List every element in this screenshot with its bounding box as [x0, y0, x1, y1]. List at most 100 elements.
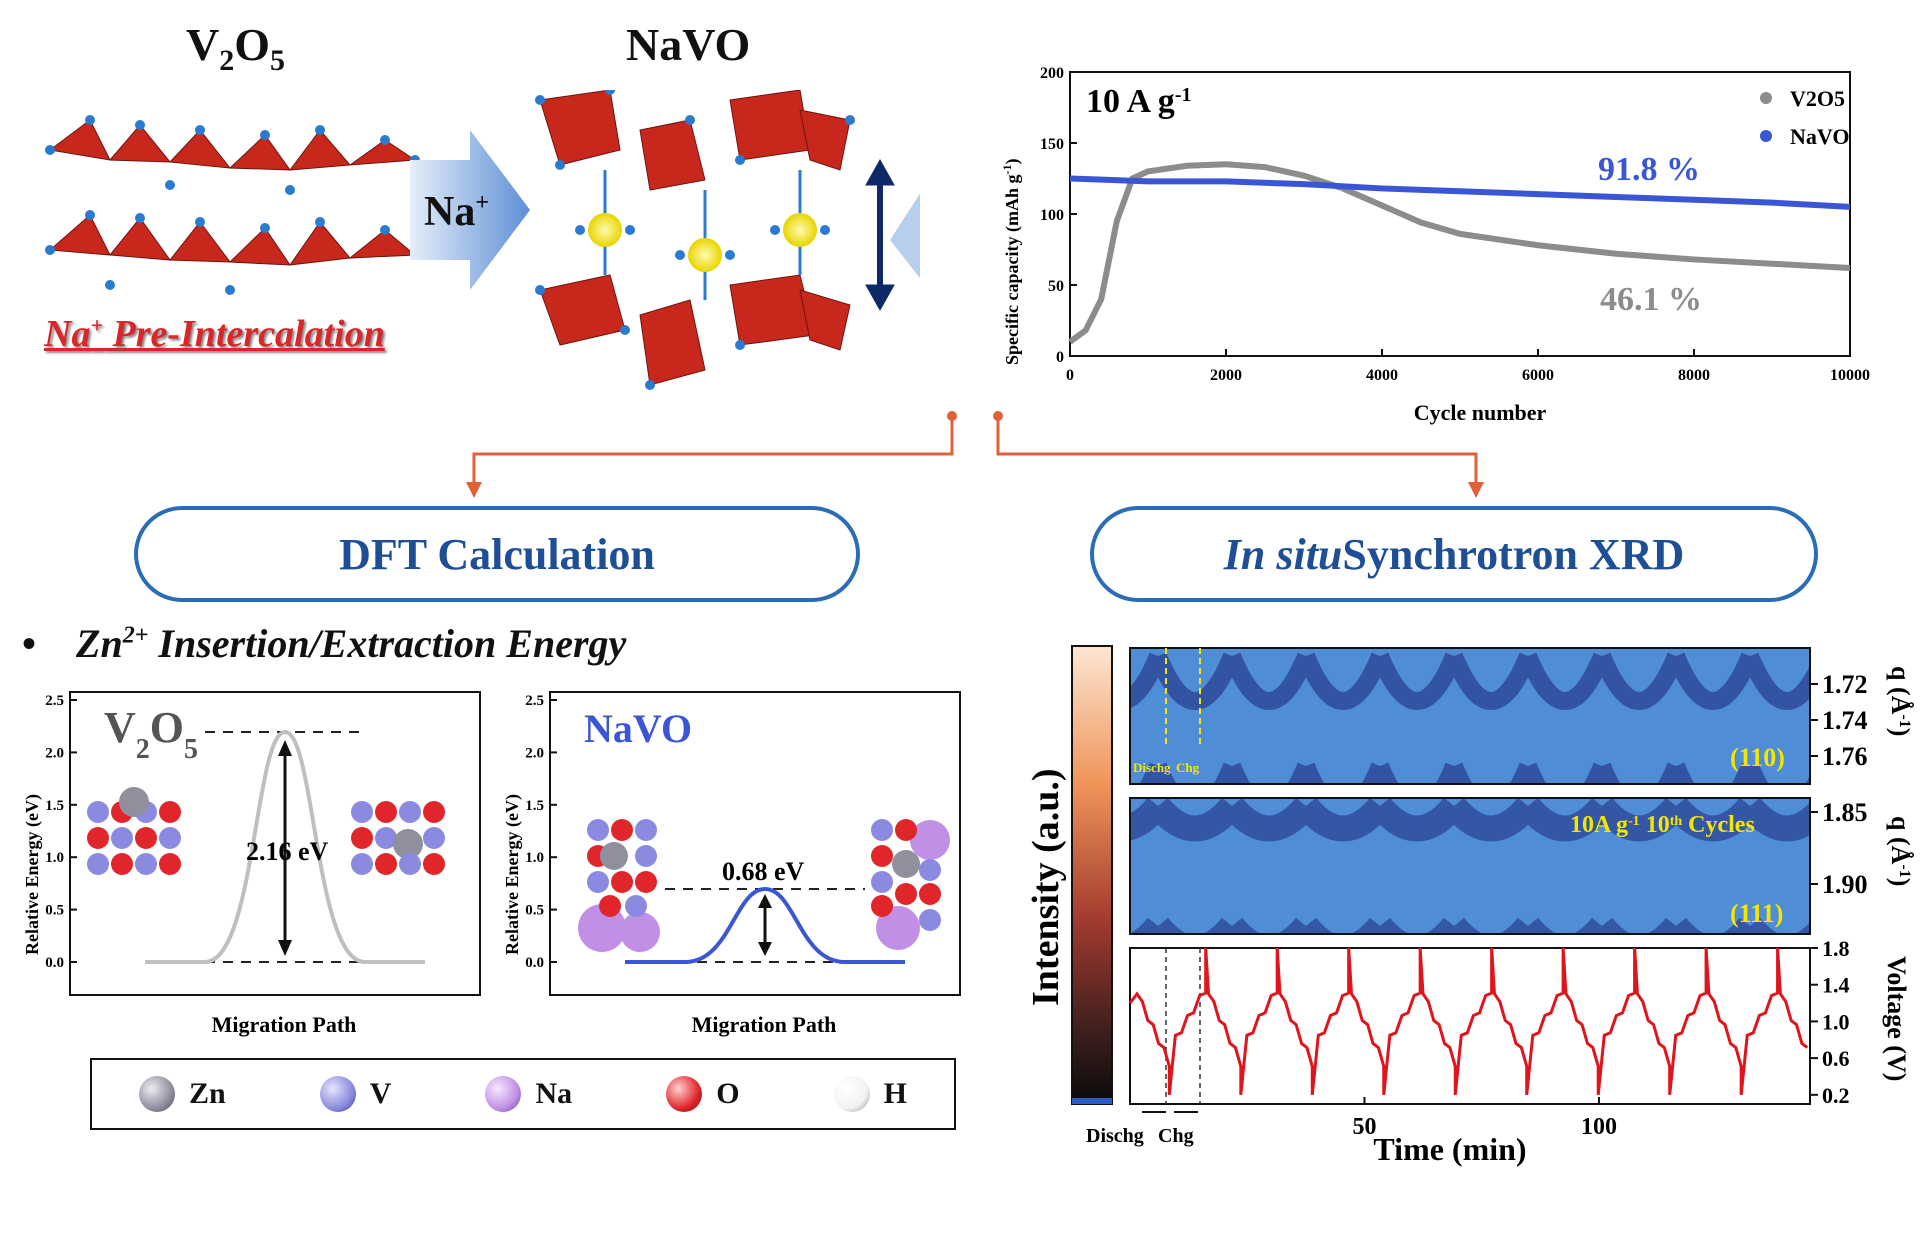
na-arrow-label: Na+	[424, 189, 490, 235]
zoom-cone	[890, 193, 920, 279]
dft-v2o5-panel: 0.0 0.5 1.0 1.5 2.0 2.5 Relative Energy (eV) …	[10, 680, 490, 1040]
legend-v2o5-marker	[1760, 92, 1772, 104]
q-tick-label: 1.90	[1822, 870, 1868, 899]
v2o5-layer-bottom	[48, 214, 417, 266]
zn-atom-icon	[139, 1076, 176, 1112]
xrd-110-peak-label: (110)	[1730, 743, 1785, 772]
current-density-label: 10 A g-1	[1086, 83, 1191, 120]
v2o5-layer-top	[48, 119, 417, 171]
dft-navo-panel: 0.0 0.5 1.0 1.5 2.0 2.5 Relative Energy (eV) …	[490, 680, 970, 1040]
dft-v2o5-energy-curve	[145, 729, 425, 964]
intensity-colorbar	[1071, 645, 1113, 1105]
q-tick-label: 1.76	[1822, 742, 1868, 771]
voltage-tick-label: 1.8	[1822, 936, 1850, 961]
dft-y-tick-label: 2.0	[45, 745, 64, 761]
voltage-label: Voltage (V)	[1882, 956, 1911, 1081]
dft-y-tick-label: 2.5	[45, 693, 64, 709]
cycling-chart: 0 50 100 150 200 0 2000 4000 6000 8000 10000 Speci…	[990, 60, 1910, 430]
xrd-110-q-ticks: 1.72 1.74 1.76	[1810, 670, 1868, 771]
navo-cluster-left	[578, 819, 660, 952]
voltage-tick-label: 0.2	[1822, 1083, 1850, 1108]
section-connectors	[466, 411, 1484, 498]
navo-na-atoms	[588, 213, 817, 272]
dft-navo-ylabel: Relative Energy (eV)	[502, 794, 523, 955]
v2o5-oxygen-atoms	[45, 115, 420, 295]
navo-structure-title: NaVO	[626, 19, 751, 70]
v2o5-retention-label: 46.1 %	[1600, 281, 1702, 318]
xrd-dischg-annotation: Dischg	[1133, 760, 1171, 775]
xrd-110-q-label: q (Å-1)	[1886, 666, 1915, 736]
dft-plot-frame	[549, 691, 961, 996]
bottom-chg-annotation: Chg	[1158, 1125, 1194, 1147]
xrd-111-contour	[1129, 797, 1811, 935]
crystal-structures-illustration	[45, 90, 920, 390]
x-tick-label: 6000	[1522, 367, 1554, 384]
dft-v2o5-barrier: 2.16 eV	[246, 837, 329, 866]
dft-plot-frame	[69, 691, 481, 996]
xrd-chg-annotation: Chg	[1176, 760, 1200, 775]
bottom-dischg-annotation: Dischg	[1086, 1125, 1144, 1147]
v2o5-cluster-left	[87, 787, 181, 875]
xrd-cycles-label: 10A g-1 10th Cycles	[1570, 812, 1755, 838]
navo-oxygen-atoms	[535, 90, 855, 390]
dft-v2o5-xlabel: Migration Path	[212, 1012, 357, 1037]
in-situ-xrd-header: In situ Synchrotron XRD	[1090, 506, 1818, 602]
q-tick-label: 1.72	[1822, 670, 1868, 699]
dft-v2o5-axes: 0.0 0.5 1.0 1.5 2.0 2.5	[45, 691, 481, 996]
legend-v: V	[319, 1076, 391, 1112]
v-atom-icon	[319, 1076, 356, 1112]
time-label: Time (min)	[1373, 1131, 1526, 1167]
legend-zn: Zn	[139, 1076, 226, 1112]
q-tick-label: 1.74	[1822, 706, 1868, 735]
time-tick-label: 100	[1581, 1114, 1617, 1140]
dft-y-tick-label: 0.5	[45, 903, 64, 919]
x-tick-label: 2000	[1210, 367, 1242, 384]
y-tick-label: 0	[1056, 349, 1064, 366]
dft-y-tick-label: 1.5	[45, 798, 64, 814]
v2o5-structure-title: V2O5	[186, 19, 286, 78]
time-tick-label: 50	[1352, 1114, 1376, 1140]
navo-capacity-line	[1069, 175, 1851, 210]
h-atom-icon	[833, 1076, 870, 1112]
dft-y-tick-label: 1.5	[525, 798, 544, 814]
x-tick-label: 10000	[1830, 367, 1870, 384]
navo-retention-label: 91.8 %	[1598, 151, 1700, 188]
na-intercalation-arrow	[410, 130, 530, 290]
navo-polyhedra	[539, 90, 851, 386]
cycling-chart-xlabel: Cycle number	[1414, 400, 1547, 425]
x-tick-label: 8000	[1678, 367, 1710, 384]
time-ticks: 50 100	[1352, 1097, 1617, 1140]
y-tick-label: 150	[1040, 136, 1064, 153]
legend-navo-marker	[1760, 130, 1772, 142]
dft-y-tick-label: 1.0	[45, 850, 64, 866]
pre-intercalation-label: Na+ Pre-Intercalation	[44, 312, 385, 355]
o-atom-icon	[666, 1076, 703, 1112]
dft-y-tick-label: 0.0	[45, 955, 64, 971]
voltage-profile-line	[1128, 947, 1809, 1095]
xrd-111-peak-label: (111)	[1730, 899, 1783, 928]
xrd-111-q-label: q (Å-1)	[1886, 816, 1915, 886]
x-tick-label: 0	[1066, 367, 1074, 384]
y-tick-label: 200	[1040, 65, 1064, 82]
xrd-110-contour	[1129, 647, 1811, 785]
legend-o: O	[666, 1076, 740, 1112]
legend-v2o5-label: V2O5	[1790, 86, 1845, 111]
cycling-chart-ylabel: Specific capacity (mAh g-1)	[1000, 159, 1023, 365]
voltage-ticks: 1.8 1.4 1.0 0.6 0.2	[1810, 936, 1850, 1108]
dft-y-tick-label: 0.5	[525, 903, 544, 919]
dft-navo-label: NaVO	[584, 706, 692, 751]
atom-legend: Zn V Na O H	[90, 1058, 956, 1130]
dft-y-tick-label: 0.0	[525, 955, 544, 971]
dft-v2o5-ylabel: Relative Energy (eV)	[22, 794, 43, 955]
dft-navo-axes: 0.0 0.5 1.0 1.5 2.0 2.5	[525, 691, 961, 996]
y-tick-label: 50	[1048, 278, 1064, 295]
voltage-tick-label: 1.0	[1822, 1009, 1850, 1034]
y-tick-label: 100	[1040, 207, 1064, 224]
v2o5-cluster-right	[351, 801, 445, 875]
navo-cluster-right	[871, 819, 950, 950]
voltage-tick-label: 0.6	[1822, 1046, 1850, 1071]
na-atom-icon	[485, 1076, 522, 1112]
dft-y-tick-label: 2.5	[525, 693, 544, 709]
dft-y-tick-label: 1.0	[525, 850, 544, 866]
intensity-label: Intensity (a.u.)	[1025, 768, 1067, 1006]
